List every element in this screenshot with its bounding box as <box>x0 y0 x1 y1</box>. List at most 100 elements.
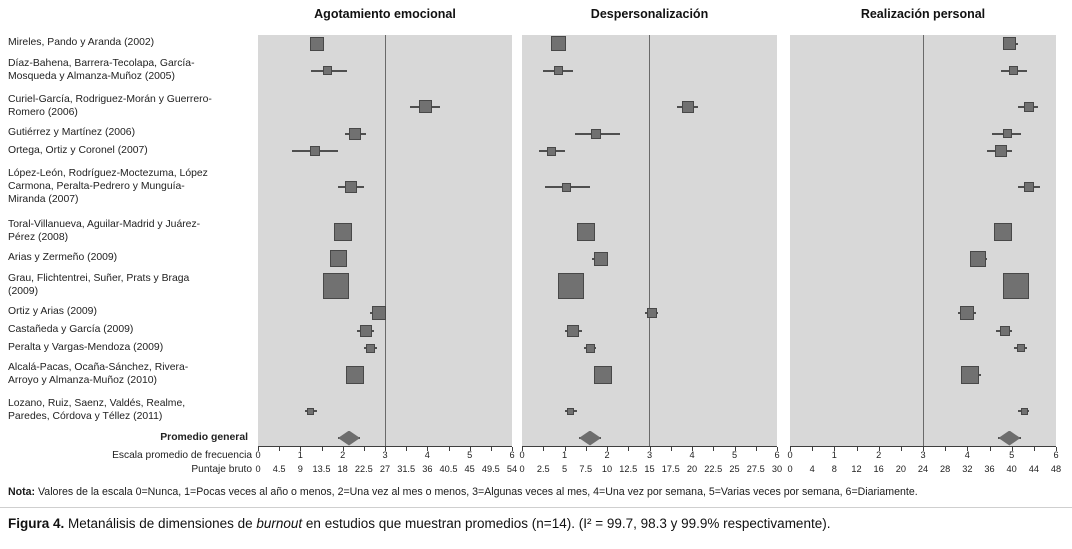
effect-square <box>1024 182 1035 193</box>
bruto-tick-label: 40.5 <box>439 464 458 474</box>
axis-tick <box>543 447 545 451</box>
note-text: Valores de la escala 0=Nunca, 1=Pocas ve… <box>35 486 918 498</box>
effect-square <box>333 223 352 242</box>
bruto-tick-label: 25 <box>729 464 740 474</box>
escala-tick-label: 3 <box>382 450 388 460</box>
bruto-tick-label: 20 <box>895 464 906 474</box>
axis-tick <box>321 447 323 451</box>
escala-tick-label: 4 <box>964 450 970 460</box>
axis-tick <box>342 447 344 451</box>
summary-diamond <box>579 430 601 446</box>
escala-tick-label: 1 <box>831 450 837 460</box>
axis-tick <box>469 447 471 451</box>
figure-caption: Figura 4. Metanálisis de dimensiones de … <box>8 516 1066 531</box>
axis-tick <box>564 447 566 451</box>
effect-square <box>1016 344 1025 353</box>
bruto-tick-label: 27 <box>379 464 391 474</box>
axis-tick <box>585 447 587 451</box>
effect-square <box>307 407 315 415</box>
bruto-tick-label: 12.5 <box>619 464 638 474</box>
bruto-tick-label: 54 <box>506 464 518 474</box>
effect-square <box>323 66 333 76</box>
axis-tick <box>406 447 408 451</box>
axis-tick <box>649 447 651 451</box>
bruto-tick-label: 28 <box>940 464 951 474</box>
study-row-label: Ortega, Ortiz y Coronel (2007) <box>8 144 148 156</box>
axis-tick <box>900 447 902 451</box>
axis-tick <box>522 447 523 451</box>
bruto-tick-label: 22.5 <box>704 464 723 474</box>
escala-tick-label: 6 <box>509 450 515 460</box>
study-row-label: Arias y Zermeño (2009) <box>8 252 118 264</box>
escala-tick-label: 6 <box>1053 450 1059 460</box>
caption-italic-burnout: burnout <box>256 516 303 531</box>
reference-line <box>922 35 924 446</box>
escala-tick-label: 2 <box>340 450 346 460</box>
forest-panel-1 <box>258 35 512 447</box>
reference-line <box>649 35 650 446</box>
axis-tick <box>755 447 757 451</box>
axis-tick <box>856 447 858 451</box>
figure-note: Nota: Valores de la escala 0=Nunca, 1=Po… <box>8 486 1066 498</box>
escala-axis-label: Escala promedio de frecuencia <box>112 450 252 461</box>
escala-tick-label: 4 <box>424 450 430 460</box>
effect-square <box>310 146 321 157</box>
bruto-tick-label: 45 <box>464 464 475 474</box>
bruto-tick-label: 30 <box>771 464 783 474</box>
study-row-label: López-León, Rodríguez-Moctezuma, López C… <box>8 167 208 205</box>
effect-square <box>970 250 987 267</box>
bruto-tick-label: 0 <box>519 464 525 474</box>
effect-square <box>994 145 1007 158</box>
effect-square <box>1024 101 1035 112</box>
note-prefix: Nota: <box>8 486 36 498</box>
summary-diamond <box>998 430 1021 446</box>
effect-square <box>329 250 347 268</box>
study-row-label: Díaz-Bahena, Barrera-Tecolapa, García-Mo… <box>8 57 195 82</box>
study-row-label: Toral-Villanueva, Aguilar-Madrid y Juáre… <box>8 219 201 244</box>
axis-tick <box>834 447 836 451</box>
effect-square <box>1002 37 1016 51</box>
bruto-tick-label: 15 <box>644 464 655 474</box>
axis-tick <box>777 447 778 451</box>
axis-tick <box>923 447 924 451</box>
bruto-tick-label: 22.5 <box>354 464 373 474</box>
forest-panel-3 <box>790 35 1056 447</box>
escala-tick-label: 4 <box>689 450 695 460</box>
effect-square <box>346 366 365 385</box>
effect-square <box>310 36 325 51</box>
effect-square <box>1002 129 1012 139</box>
effect-square <box>359 324 372 337</box>
axis-tick <box>628 447 630 451</box>
axis-tick <box>300 447 302 451</box>
escala-tick-label: 6 <box>774 450 780 460</box>
bruto-tick-label: 4 <box>809 464 815 474</box>
axis-tick <box>692 447 693 451</box>
effect-square <box>646 307 657 318</box>
escala-tick-label: 5 <box>467 450 473 460</box>
bruto-tick-label: 5 <box>561 464 568 474</box>
summary-diamond <box>338 430 361 446</box>
bruto-axis-label: Puntaje bruto <box>191 464 252 475</box>
bruto-tick-label: 12 <box>851 464 862 474</box>
escala-tick-label: 3 <box>920 450 926 460</box>
effect-square <box>1000 325 1011 336</box>
effect-square <box>593 251 608 266</box>
bruto-tick-label: 8 <box>831 464 837 474</box>
axis-tick <box>258 447 259 451</box>
bruto-tick-label: 27.5 <box>746 464 765 474</box>
axis-tick <box>363 447 365 451</box>
escala-tick-label: 0 <box>519 450 525 460</box>
effect-square <box>1009 66 1019 76</box>
bruto-tick-label: 4.5 <box>272 464 286 474</box>
bruto-tick-label: 9 <box>297 464 303 474</box>
axis-tick <box>878 447 880 451</box>
bruto-tick-label: 31.5 <box>397 464 416 474</box>
axis-tick <box>512 447 513 451</box>
bruto-tick-label: 24 <box>917 464 929 474</box>
effect-square <box>567 407 575 415</box>
escala-tick-label: 5 <box>1009 450 1015 460</box>
axis-tick <box>734 447 736 451</box>
bruto-tick-label: 17.5 <box>661 464 680 474</box>
effect-square <box>593 366 612 385</box>
escala-tick-label: 3 <box>646 450 653 460</box>
